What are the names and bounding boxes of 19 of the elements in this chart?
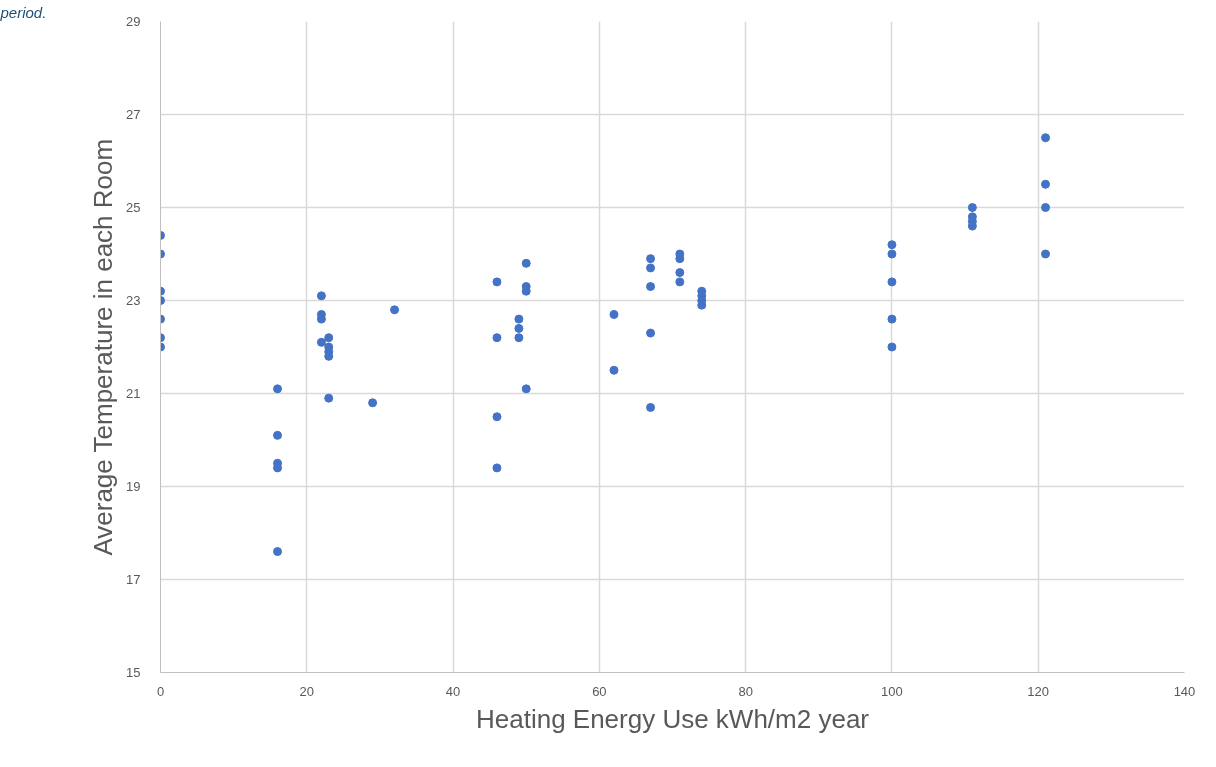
y-tick-label: 19 (126, 479, 141, 494)
x-tick-label: 80 (738, 683, 753, 699)
y-tick-label: 23 (126, 293, 141, 308)
y-tick-label: 25 (126, 200, 141, 215)
y-tick-label: 27 (126, 107, 141, 122)
y-tick-label: 15 (126, 665, 141, 680)
x-tick-label: 120 (1027, 683, 1050, 699)
y-axis-title: Average Temperature in each Room (88, 138, 119, 556)
x-tick-label: 60 (592, 683, 607, 699)
x-tick-label: 140 (1173, 683, 1196, 699)
x-axis-title: Heating Energy Use kWh/m2 year (475, 703, 870, 734)
x-tick-label: 0 (156, 683, 165, 699)
y-tick-label: 21 (126, 386, 141, 401)
x-tick-label: 100 (881, 683, 903, 699)
y-tick-label: 29 (126, 14, 141, 29)
x-tick-label: 20 (299, 683, 315, 699)
text: period. (0, 3, 47, 21)
y-tick-label: 17 (126, 572, 141, 587)
x-tick-label: 40 (445, 683, 461, 699)
